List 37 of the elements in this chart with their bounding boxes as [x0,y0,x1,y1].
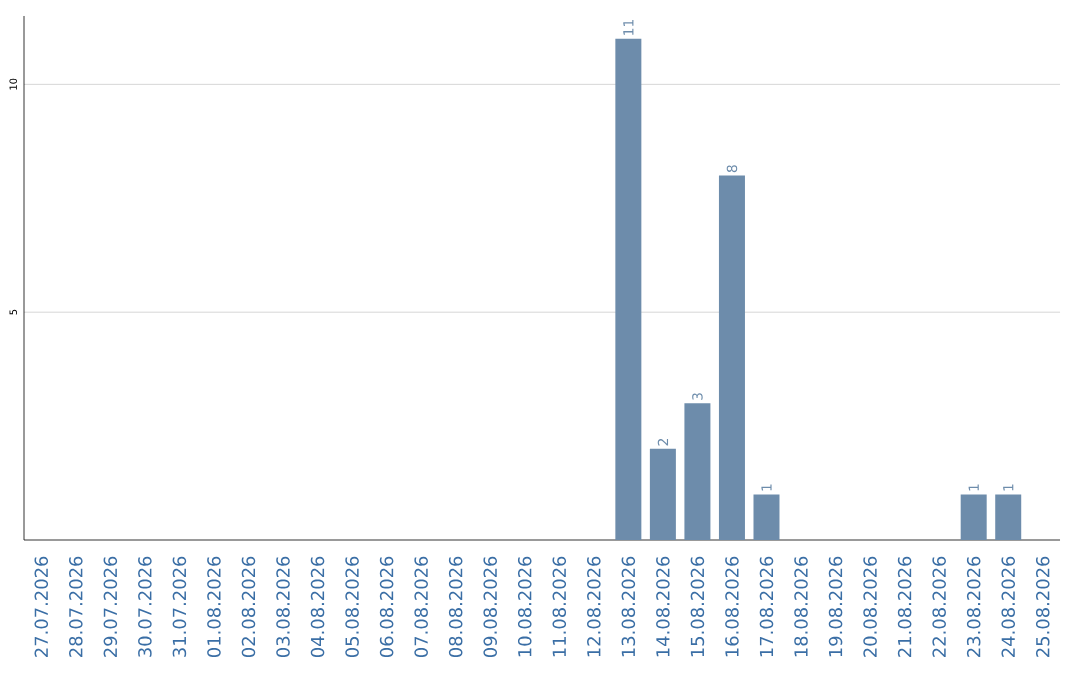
x-tick-label: 13.08.2026 [621,556,636,657]
x-tick-label: 19.08.2026 [828,556,843,657]
x-tick-label: 27.07.2026 [34,556,49,657]
x-tick-label: 10.08.2026 [517,556,532,657]
x-tick-label: 15.08.2026 [690,556,705,657]
x-tick-label: 18.08.2026 [794,556,808,657]
bar [753,494,780,540]
x-tick-label: 17.08.2026 [759,556,774,657]
x-tick-label: 11.08.2026 [552,556,567,657]
x-tick-label: 28.07.2026 [69,556,83,657]
x-tick-label: 22.08.2026 [932,556,946,657]
x-tick-label: 14.08.2026 [656,556,670,657]
x-tick-label: 01.08.2026 [207,556,221,658]
bar [718,175,745,540]
x-tick-label: 31.07.2026 [172,556,187,657]
x-tick-label: 21.08.2026 [897,556,912,657]
x-tick-label: 03.08.2026 [276,556,290,658]
bar [995,494,1022,540]
x-tick-label: 07.08.2026 [414,556,428,658]
x-tick-label: 05.08.2026 [345,556,359,658]
x-tick-label: 16.08.2026 [725,556,739,657]
x-tick-label: 24.08.2026 [1001,556,1015,657]
bar [649,448,676,540]
bar [615,38,642,540]
x-tick-label: 02.08.2026 [241,556,256,658]
bar [960,494,987,540]
x-tick-label: 08.08.2026 [448,556,463,658]
x-tick-label: 23.08.2026 [966,556,981,657]
x-tick-label: 29.07.2026 [103,556,118,657]
x-tick-label: 12.08.2026 [587,556,601,657]
bar [684,403,711,540]
x-tick-label: 30.07.2026 [138,556,152,657]
x-tick-label: 25.08.2026 [1035,556,1050,657]
x-tick-label: 20.08.2026 [863,556,877,657]
x-tick-label: 06.08.2026 [379,556,394,658]
x-tick-label: 04.08.2026 [310,556,325,658]
x-tick-label: 09.08.2026 [483,556,497,658]
